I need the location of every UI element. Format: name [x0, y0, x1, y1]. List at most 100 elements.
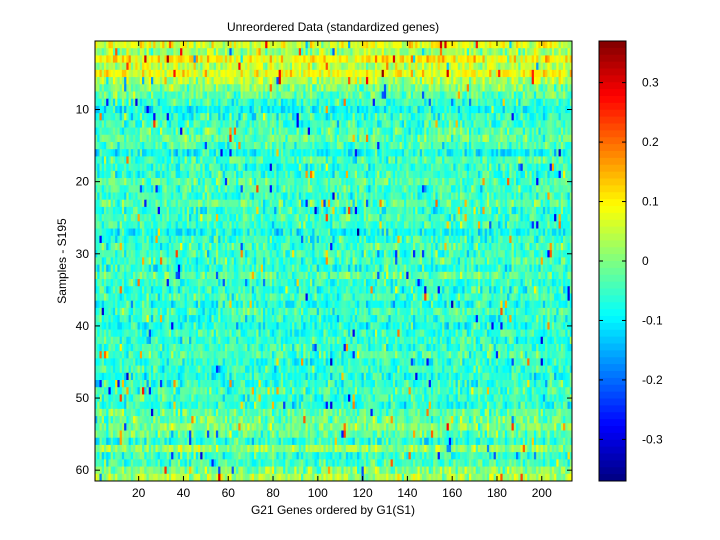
heatmap-cell	[377, 134, 380, 143]
heatmap-cell	[399, 134, 403, 143]
heatmap-cell	[182, 69, 185, 78]
heatmap-cell	[341, 120, 344, 128]
heatmap-cell	[341, 134, 344, 143]
heatmap-cell	[215, 134, 219, 143]
heatmap-cell	[204, 134, 208, 143]
heatmap-cell	[332, 149, 336, 157]
heatmap-cell	[95, 48, 98, 56]
heatmap-cell	[325, 62, 329, 71]
heatmap-cell	[283, 141, 286, 150]
heatmap-cell	[101, 192, 105, 201]
heatmap-cell	[545, 127, 548, 136]
heatmap-cell	[466, 163, 470, 172]
heatmap-cell	[455, 41, 459, 49]
heatmap-cell	[565, 127, 568, 136]
heatmap-cell	[274, 113, 277, 121]
heatmap-cell	[381, 127, 385, 136]
heatmap-cell	[162, 134, 165, 143]
heatmap-cell	[168, 91, 172, 100]
heatmap-cell	[287, 163, 291, 172]
heatmap-cell	[565, 55, 568, 64]
heatmap-cell	[133, 178, 136, 186]
heatmap-cell	[103, 55, 107, 64]
heatmap-cell	[444, 149, 447, 157]
heatmap-cell	[247, 127, 250, 136]
heatmap-cell	[153, 178, 156, 186]
heatmap-cell	[379, 48, 383, 56]
heatmap-cell	[130, 98, 134, 107]
heatmap-cell	[516, 77, 519, 85]
heatmap-cell	[556, 141, 559, 150]
heatmap-cell	[536, 98, 539, 107]
heatmap-cell	[229, 41, 233, 49]
heatmap-cell	[464, 170, 468, 179]
heatmap-cell	[110, 98, 114, 107]
heatmap-cell	[157, 69, 161, 78]
heatmap-cell	[314, 134, 318, 143]
heatmap-cell	[312, 170, 315, 179]
heatmap-cell	[464, 149, 468, 157]
heatmap-cell	[103, 120, 107, 128]
heatmap-cell	[477, 62, 481, 71]
heatmap-cell	[332, 127, 336, 136]
heatmap-cell	[166, 163, 170, 172]
heatmap-cell	[312, 98, 315, 107]
heatmap-cell	[536, 105, 539, 114]
heatmap-cell	[262, 91, 266, 100]
heatmap-cell	[155, 98, 159, 107]
heatmap-cell	[215, 120, 219, 128]
heatmap-cell	[245, 98, 248, 107]
heatmap-cell	[254, 149, 257, 157]
heatmap-cell	[471, 178, 474, 186]
heatmap-cell	[283, 120, 286, 128]
heatmap-cell	[363, 55, 367, 64]
heatmap-cell	[504, 41, 508, 49]
heatmap-cell	[547, 62, 551, 71]
heatmap-cell	[520, 113, 524, 121]
heatmap-cell	[292, 62, 295, 71]
heatmap-cell	[247, 120, 250, 128]
heatmap-cell	[142, 141, 145, 150]
heatmap-cell	[536, 156, 539, 165]
heatmap-cell	[184, 178, 188, 186]
heatmap-cell	[482, 69, 486, 78]
heatmap-cell	[444, 77, 447, 85]
heatmap-cell	[453, 149, 456, 157]
heatmap-cell	[410, 48, 414, 56]
heatmap-cell	[142, 170, 145, 179]
heatmap-cell	[341, 41, 344, 49]
heatmap-cell	[368, 163, 371, 172]
heatmap-cell	[368, 156, 371, 165]
heatmap-cell	[155, 105, 159, 114]
heatmap-cell	[220, 55, 224, 64]
heatmap-cell	[419, 170, 423, 179]
heatmap-cell	[513, 134, 517, 143]
heatmap-cell	[318, 77, 322, 85]
heatmap-cell	[296, 105, 300, 114]
heatmap-cell	[442, 98, 445, 107]
heatmap-cell	[292, 91, 295, 100]
heatmap-cell	[377, 113, 380, 121]
heatmap-cell	[480, 98, 483, 107]
heatmap-cell	[108, 98, 112, 107]
heatmap-cell	[419, 84, 423, 92]
heatmap-cell	[361, 91, 365, 100]
heatmap-cell	[213, 41, 217, 49]
heatmap-cell	[457, 48, 461, 56]
heatmap-cell	[220, 113, 224, 121]
heatmap-cell	[437, 91, 441, 100]
heatmap-cell	[274, 156, 277, 165]
heatmap-cell	[468, 105, 472, 114]
heatmap-cell	[148, 77, 152, 85]
heatmap-cell	[103, 105, 107, 114]
heatmap-cell	[323, 170, 327, 179]
heatmap-cell	[457, 156, 461, 165]
heatmap-cell	[524, 48, 528, 56]
heatmap-cell	[498, 127, 501, 136]
heatmap-cell	[520, 120, 524, 128]
heatmap-cell	[486, 141, 490, 150]
heatmap-cell	[480, 77, 483, 85]
heatmap-cell	[227, 120, 230, 128]
heatmap-cell	[511, 127, 515, 136]
heatmap-cell	[397, 55, 400, 64]
